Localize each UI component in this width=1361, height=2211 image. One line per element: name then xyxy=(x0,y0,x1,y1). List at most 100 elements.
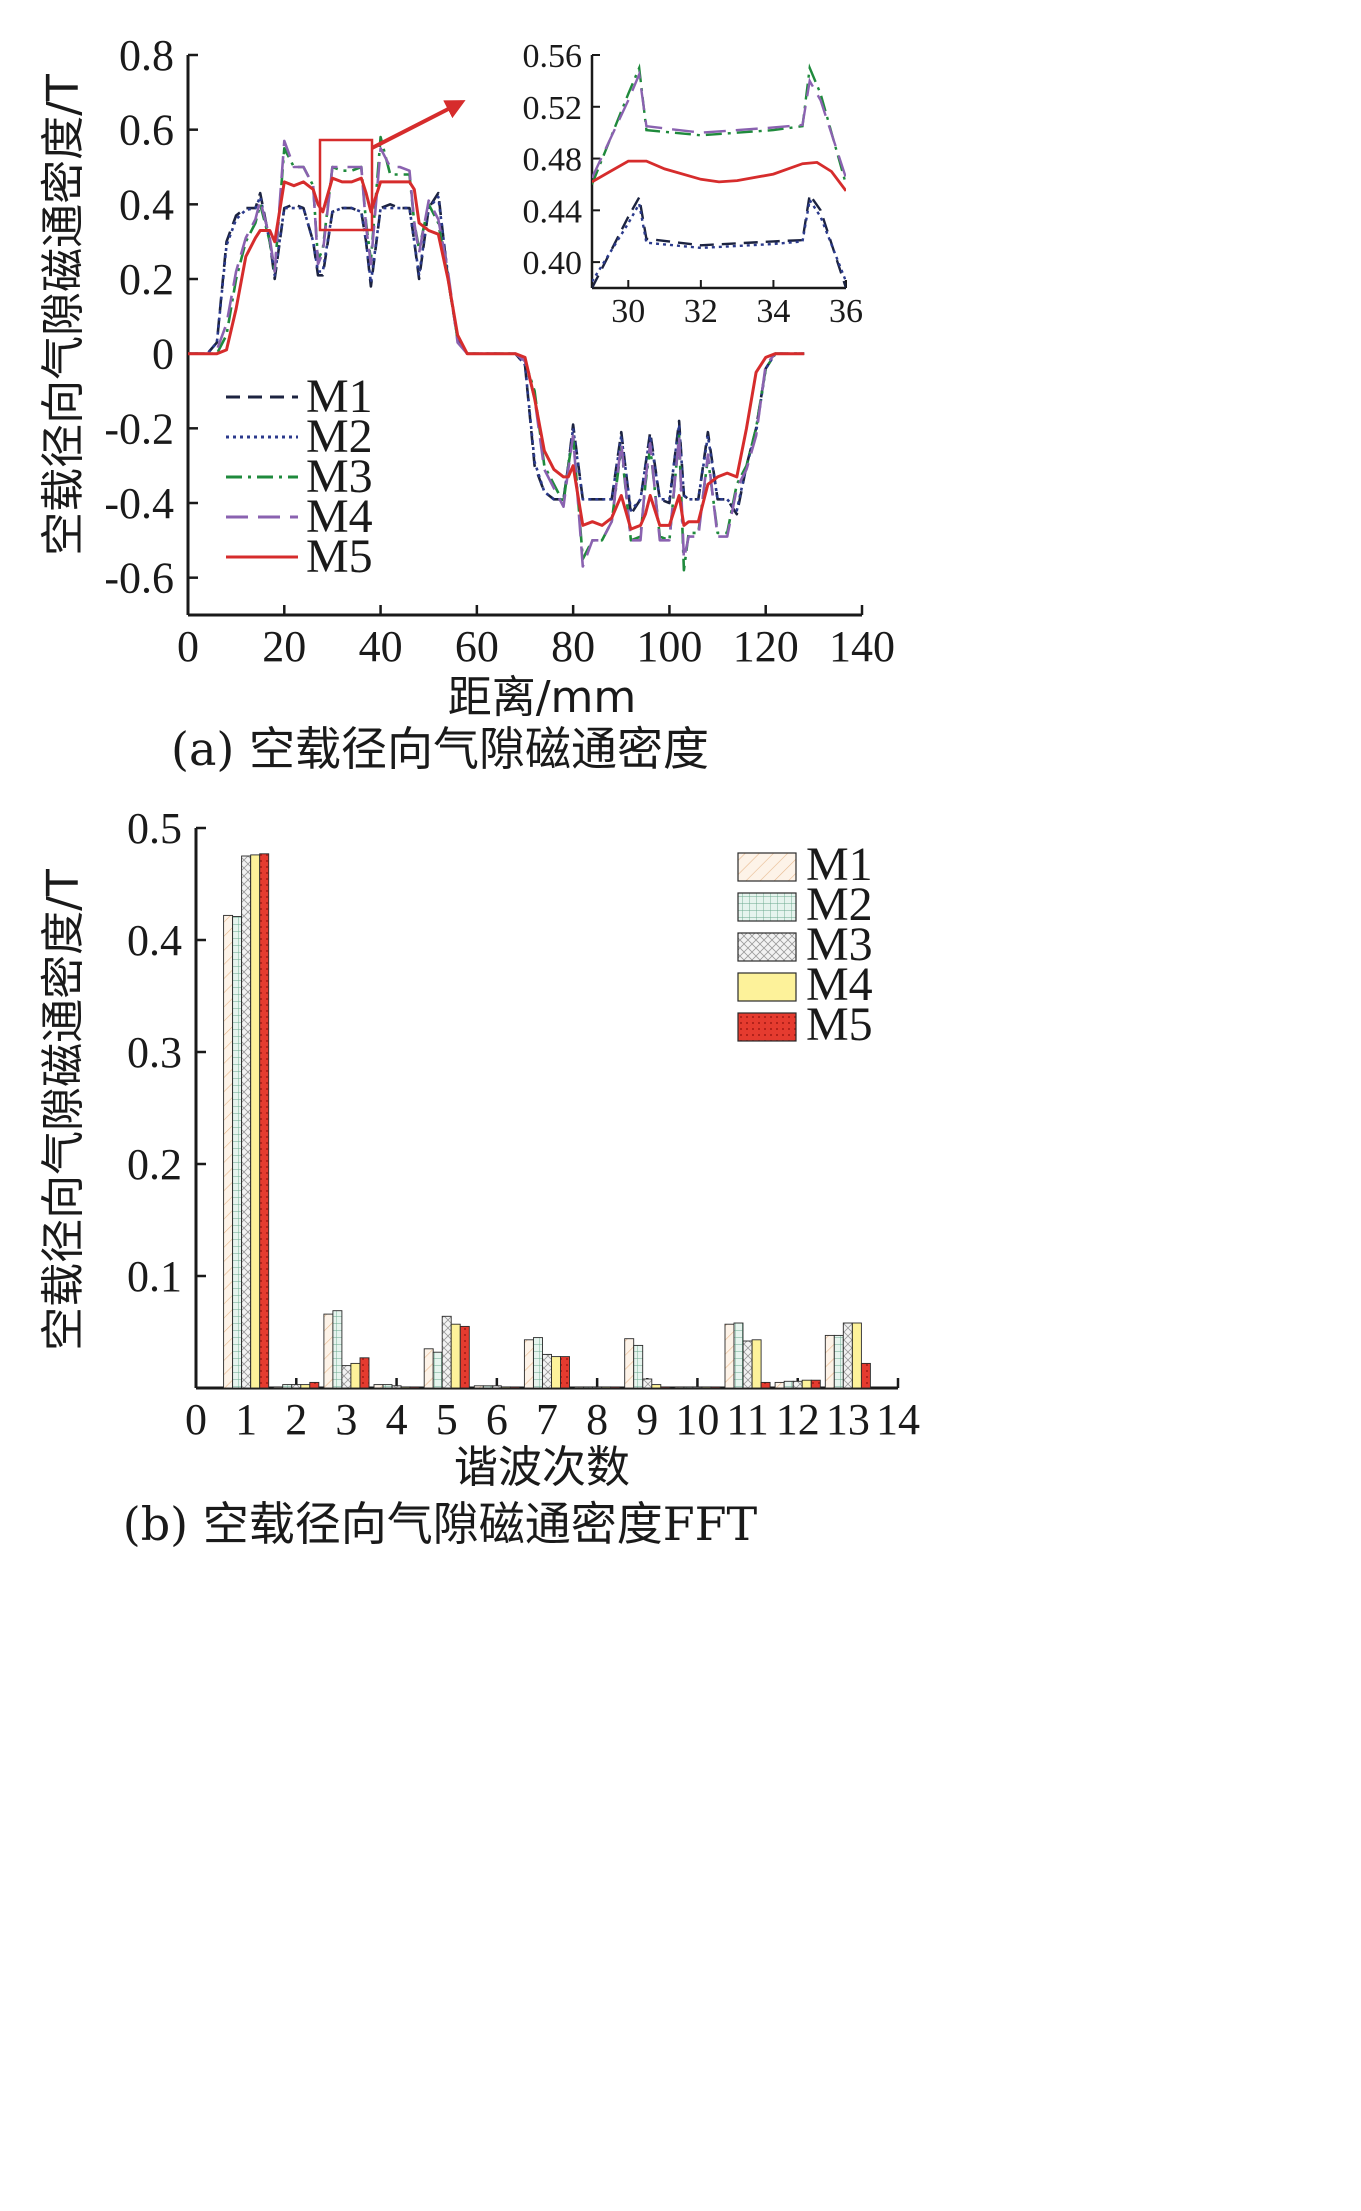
bar-m3-h6 xyxy=(491,1385,502,1389)
x-tick-label: 14 xyxy=(876,1395,920,1444)
x-tick-label: 60 xyxy=(455,622,499,671)
panel-a-ylabel: 空载径向气隙磁通密度/T xyxy=(38,74,89,556)
inset-line-m2 xyxy=(592,196,846,283)
legend-label-m4: M4 xyxy=(306,490,373,543)
bar-m4-h10 xyxy=(701,1386,712,1389)
bar-m5-h7 xyxy=(560,1356,570,1389)
inset-line-m1 xyxy=(592,191,846,288)
y-tick-label: 0.3 xyxy=(127,1028,182,1077)
x-tick-label: 12 xyxy=(776,1395,820,1444)
y-tick-label: 0.2 xyxy=(119,255,174,304)
panel-a: 0 20 40 60 80 100 120 140 0.8 0.6 0.4 0.2 0 -0.2 -0.4 -… xyxy=(38,31,895,776)
inset-x-tick-label: 30 xyxy=(611,293,645,330)
bar-m4-h7 xyxy=(551,1356,561,1389)
bar-m3-h5 xyxy=(441,1315,452,1389)
bar-m5-h6 xyxy=(509,1386,520,1389)
bar-m1-h13 xyxy=(824,1334,835,1389)
inset-y-tick-label: 0.40 xyxy=(523,245,583,282)
y-tick-label: -0.2 xyxy=(104,404,174,453)
bar-m1-h11 xyxy=(724,1323,735,1389)
bar-m4-h3 xyxy=(350,1362,361,1389)
bar-m4-h12 xyxy=(801,1379,812,1389)
bar-m2-h12 xyxy=(783,1380,794,1389)
bar-m2-h7 xyxy=(533,1337,543,1389)
bar-m3-h7 xyxy=(542,1353,552,1389)
legend-label-m1: M1 xyxy=(806,838,873,891)
y-tick-label: 0.4 xyxy=(127,916,182,965)
y-tick-label: 0.1 xyxy=(127,1252,182,1301)
legend-label-m2: M2 xyxy=(306,410,373,463)
bar-m4-h4 xyxy=(400,1386,411,1389)
x-tick-label: 40 xyxy=(359,622,403,671)
panel-b-ylabel: 空载径向气隙磁通密度/T xyxy=(38,869,89,1351)
bar-m1-h1 xyxy=(223,914,234,1389)
legend-swatch-m1 xyxy=(737,852,797,882)
bar-m2-h2 xyxy=(282,1384,293,1389)
panel-b-xlabel: 谐波次数 xyxy=(454,1442,630,1493)
x-tick-label: 7 xyxy=(536,1395,558,1444)
bar-m5-h9 xyxy=(660,1386,671,1389)
panel-a-caption: (a) 空载径向气隙磁通密度 xyxy=(171,722,709,776)
x-tick-label: 5 xyxy=(436,1395,458,1444)
inset-y-tick-label: 0.44 xyxy=(523,193,583,230)
bar-m2-h13 xyxy=(833,1334,844,1389)
y-tick-label: 0.6 xyxy=(119,106,174,155)
panel-a-series xyxy=(188,135,805,572)
legend-label-m3: M3 xyxy=(306,450,373,503)
bar-m4-h13 xyxy=(851,1322,862,1389)
inset-x-tick-label: 36 xyxy=(829,293,863,330)
legend-label-m1: M1 xyxy=(306,370,373,423)
panel-b-caption: (b) 空载径向气隙磁通密度FFT xyxy=(123,1497,758,1551)
panel-a-xlabel: 距离/mm xyxy=(448,672,637,723)
bar-m5-h5 xyxy=(459,1325,470,1389)
inset-background xyxy=(592,55,846,288)
bar-m2-h10 xyxy=(683,1386,694,1389)
bar-m5-h3 xyxy=(359,1357,370,1389)
bar-m3-h13 xyxy=(842,1322,853,1389)
x-tick-label: 10 xyxy=(675,1395,719,1444)
bar-m1-h9 xyxy=(624,1338,635,1389)
legend-swatch-m4 xyxy=(737,972,797,1002)
x-tick-label: 9 xyxy=(636,1395,658,1444)
bar-m1-h12 xyxy=(774,1381,785,1389)
inset-x-tick-label: 34 xyxy=(756,293,790,330)
bar-m5-h10 xyxy=(710,1386,721,1389)
x-tick-label: 0 xyxy=(185,1395,207,1444)
x-tick-label: 120 xyxy=(733,622,799,671)
x-tick-label: 11 xyxy=(726,1395,768,1444)
y-tick-label: 0 xyxy=(152,330,174,379)
bar-m4-h1 xyxy=(250,854,261,1389)
bar-m5-h4 xyxy=(409,1386,420,1389)
bar-m2-h5 xyxy=(432,1351,443,1389)
y-tick-label: 0.5 xyxy=(127,804,182,853)
y-tick-label: -0.4 xyxy=(104,479,174,528)
inset-y-tick-label: 0.48 xyxy=(523,142,583,179)
legend-label-m5: M5 xyxy=(806,998,873,1051)
x-tick-label: 1 xyxy=(235,1395,257,1444)
bar-m1-h3 xyxy=(323,1313,334,1389)
legend-swatch-m5 xyxy=(737,1012,797,1042)
x-tick-label: 4 xyxy=(386,1395,408,1444)
bar-m2-h1 xyxy=(232,916,243,1389)
zoom-arrow xyxy=(371,100,466,150)
bar-m4-h9 xyxy=(651,1384,662,1389)
bar-m5-h8 xyxy=(610,1386,621,1389)
bar-m2-h6 xyxy=(482,1385,493,1389)
y-tick-label: 0.8 xyxy=(119,31,174,80)
x-tick-label: 80 xyxy=(551,622,595,671)
bar-m1-h8 xyxy=(574,1386,585,1389)
legend-label-m2: M2 xyxy=(806,878,873,931)
series-line-m5 xyxy=(188,176,805,531)
inset-y-tick-label: 0.56 xyxy=(523,38,583,75)
bar-m3-h11 xyxy=(742,1340,753,1389)
x-tick-label: 140 xyxy=(829,622,895,671)
bar-m2-h11 xyxy=(733,1322,744,1389)
bar-m1-h7 xyxy=(523,1339,534,1389)
bar-m1-h6 xyxy=(473,1385,484,1389)
legend-label-m5: M5 xyxy=(306,530,373,583)
bar-m4-h5 xyxy=(450,1323,461,1389)
bar-m2-h3 xyxy=(332,1310,343,1389)
bar-m5-h12 xyxy=(810,1379,821,1389)
